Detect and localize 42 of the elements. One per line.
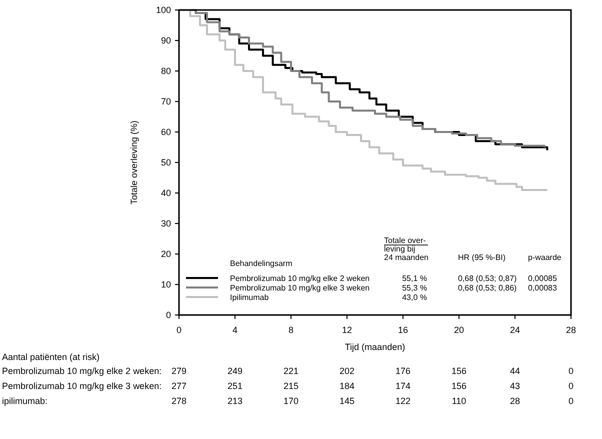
legend-label: Ipilimumab [230,293,270,302]
y-tick-label: 100 [156,5,171,15]
y-tick-label: 40 [160,188,171,198]
x-tick-label: 12 [342,325,352,335]
annotation: p-waarde [528,253,562,262]
annotation: 55,1 % [402,274,427,283]
y-axis-title: Totale overleving (%) [129,120,139,205]
y-tick-label: 30 [160,218,171,228]
text: 279 249 221 202 176 156 44 0 [171,366,574,376]
x-tick-label: 4 [232,325,238,335]
x-tick-label: 0 [176,325,182,335]
annotation: 0,00083 [528,284,558,292]
x-tick-label: 16 [398,325,408,335]
annotation: 0,68 (0,53; 0,87) [458,274,518,283]
x-tick-label: 24 [510,325,520,335]
annotation: 43,0 % [402,293,427,302]
x-axis-title: Tijd (maanden) [344,342,406,352]
y-tick-label: 80 [160,66,171,76]
y-tick-label: 0 [166,310,171,320]
y-tick-label: 20 [160,249,171,259]
y-tick-label: 70 [160,96,171,106]
y-tick-label: 90 [160,36,171,46]
x-tick-label: 20 [454,325,464,335]
y-tick-label: 60 [160,127,171,137]
text: Pembrolizumab 10 mg/kg elke 2 weken: [2,366,162,376]
annotation: 0,68 (0,53; 0,86) [458,284,518,292]
text: 277 251 215 184 174 156 43 0 [171,381,574,391]
annotation: HR (95 %-BI) [458,253,506,262]
x-tick-label: 8 [288,325,294,335]
annotation: 0,00085 [528,274,558,283]
text: Aantal patiënten (at risk) [2,352,100,362]
legend-label: Pembrolizumab 10 mg/kg elke 2 weken [230,274,370,283]
annotation: 55,3 % [402,284,427,292]
legend-title: Behandelingsarm [230,259,293,268]
text: 278 213 170 145 122 110 28 0 [171,396,574,406]
y-tick-label: 50 [160,158,171,168]
text: ipilimumab: [2,396,48,406]
y-tick-label: 10 [160,280,171,290]
annotation: Totale over- leving bij 24 maanden [384,236,428,262]
text: Pembrolizumab 10 mg/kg elke 3 weken: [2,381,162,391]
x-tick-label: 28 [566,325,576,335]
legend-label: Pembrolizumab 10 mg/kg elke 3 weken [230,284,370,292]
